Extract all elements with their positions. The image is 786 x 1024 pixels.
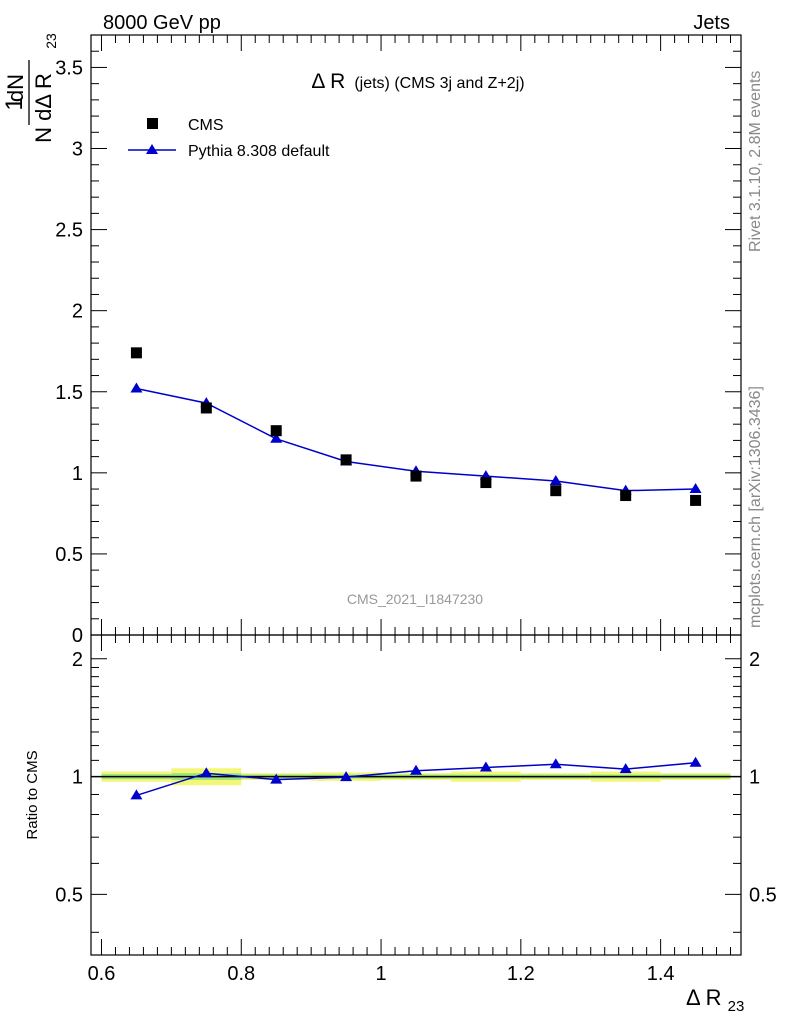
cms-point — [340, 454, 352, 466]
header-left: 8000 GeV pp — [103, 12, 221, 34]
ratio-y-label: Ratio to CMS — [24, 750, 41, 839]
pythia-point — [130, 382, 143, 393]
plot-title: Δ R (jets) (CMS 3j and Z+2j) — [311, 70, 524, 93]
plot-title-main: Δ R — [311, 70, 345, 93]
legend-label-cms: CMS — [188, 117, 224, 134]
pythia-point — [270, 432, 283, 443]
x-tick-label: 1.4 — [647, 963, 675, 985]
cms-point — [620, 490, 632, 502]
ratio-y-tick-label: 0.5 — [55, 884, 83, 906]
main-y-tick-label: 0 — [72, 625, 83, 647]
y-label-fraction: 1 — [1, 97, 28, 110]
main-y-tick-label: 3 — [72, 139, 83, 161]
y-label-num: dN — [3, 74, 28, 102]
x-axis-label-main: Δ R — [686, 985, 721, 1010]
ratio-pythia-point — [340, 771, 353, 782]
ratio-frame — [90, 634, 742, 956]
main-y-tick-label: 3.5 — [55, 57, 83, 79]
pythia-point — [689, 483, 702, 494]
ratio-pythia-point — [130, 789, 143, 800]
cms-point — [410, 470, 422, 482]
ratio-y-tick-label-right: 0.5 — [749, 884, 777, 906]
analysis-watermark: CMS_2021_I1847230 — [347, 591, 483, 607]
x-tick-label: 0.8 — [227, 963, 255, 985]
pythia-point — [549, 474, 562, 485]
cms-point — [270, 425, 282, 437]
main-panel: 0 0.5 1 1.5 2 2.5 3 3.5 — [55, 34, 742, 647]
x-tick-label: 0.6 — [88, 963, 116, 985]
legend-marker-cms — [147, 118, 158, 129]
ratio-y-tick-label-right: 2 — [749, 649, 760, 671]
cms-point — [130, 347, 142, 359]
x-axis-label-sub: 23 — [728, 998, 745, 1015]
cms-point — [550, 485, 562, 497]
x-tick-label: 1 — [375, 963, 386, 985]
ratio-pythia-point — [549, 758, 562, 769]
cms-point — [690, 494, 702, 506]
ratio-y-tick-label-right: 1 — [749, 767, 760, 789]
y-label-den: N dΔ R — [31, 73, 56, 143]
rivet-version-label: Rivet 3.1.10, 2.8M events — [747, 71, 764, 252]
ratio-pythia-point — [410, 764, 422, 775]
x-axis-label: Δ R 23 — [686, 985, 744, 1015]
ratio-panel: 0.5 0.5 1 1 2 2 0.6 0.8 1 1.2 1.4 — [55, 634, 777, 985]
source-label: mcplots.cern.ch [arXiv:1306.3436] — [747, 386, 764, 628]
ratio-pythia-point — [200, 767, 213, 778]
ratio-y-tick-label: 2 — [72, 649, 83, 671]
ratio-pythia-point — [479, 761, 492, 772]
header-right: Jets — [693, 12, 730, 34]
main-y-tick-label: 1.5 — [55, 382, 83, 404]
legend-marker-pythia — [146, 144, 158, 154]
cms-point — [200, 402, 212, 414]
ratio-pythia-point — [619, 763, 632, 774]
ratio-y-tick-label: 1 — [72, 767, 83, 789]
main-plot-marks — [130, 347, 702, 506]
ratio-pythia-point — [270, 773, 283, 784]
ratio-pythia-point — [689, 756, 702, 767]
main-y-label: 1 dN N dΔ R 23 — [1, 33, 59, 143]
y-label-den-sub: 23 — [43, 33, 59, 49]
main-y-tick-label: 0.5 — [55, 544, 83, 566]
main-y-tick-label: 2.5 — [55, 220, 83, 242]
x-tick-label: 1.2 — [507, 963, 535, 985]
ratio-plot-marks — [91, 756, 741, 800]
legend-label-pythia: Pythia 8.308 default — [188, 143, 330, 160]
main-y-tick-label: 2 — [72, 301, 83, 323]
cms-point — [480, 477, 492, 489]
legend: CMS Pythia 8.308 default — [128, 117, 330, 160]
main-y-tick-label: 1 — [72, 463, 83, 485]
plot-title-sub: (jets) (CMS 3j and Z+2j) — [354, 75, 524, 92]
